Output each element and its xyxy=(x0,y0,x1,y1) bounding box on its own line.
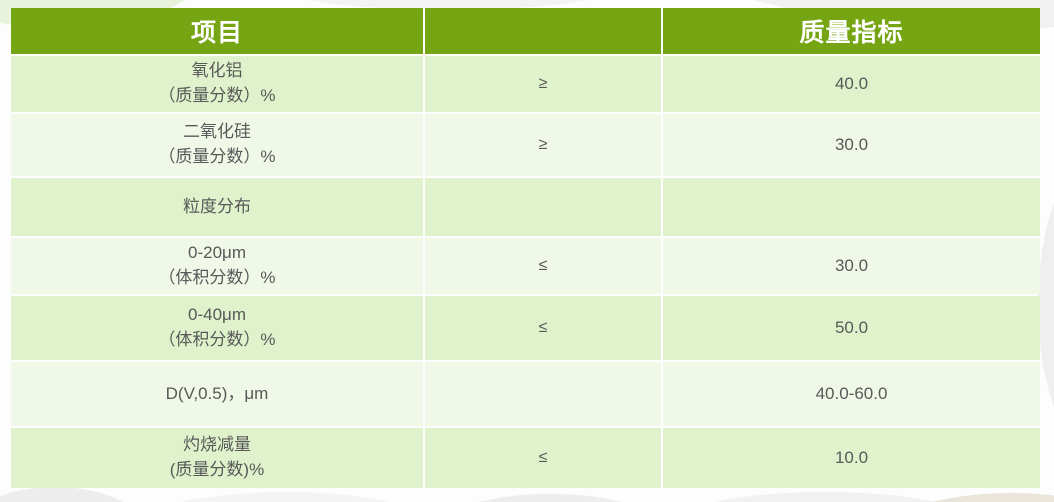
value-cell: 50.0 xyxy=(663,296,1040,360)
column-header-relation xyxy=(425,8,661,54)
table-header-row: 项目 质量指标 xyxy=(11,8,1040,54)
item-name: 氧化铝 xyxy=(191,61,243,81)
relation-cell: ≤ xyxy=(425,296,661,360)
quality-spec-table: 项目 质量指标 氧化铝 （质量分数）% ≥ 40.0 二氧化硅 （质量分数）% … xyxy=(9,6,1042,490)
relation-cell: ≥ xyxy=(425,56,661,112)
table-row-0-20um: 0-20μm （体积分数）% ≤ 30.0 xyxy=(11,238,1040,294)
item-qualifier: （体积分数）% xyxy=(158,268,276,287)
item-name: 0-40μm xyxy=(188,305,246,325)
relation-cell: ≤ xyxy=(425,238,661,294)
table-row-dv05: D(V,0.5)，μm 40.0-60.0 xyxy=(11,362,1040,426)
item-name: 二氧化硅 xyxy=(183,122,251,142)
value-cell: 30.0 xyxy=(663,114,1040,176)
decor-circle-bottom-1 xyxy=(128,492,443,502)
item-name: D(V,0.5)，μm xyxy=(165,383,269,403)
table-row-particle-size-distribution: 粒度分布 xyxy=(11,178,1040,236)
item-name: 灼烧减量 xyxy=(183,435,251,455)
value-cell: 30.0 xyxy=(663,238,1040,294)
item-name: 粒度分布 xyxy=(183,196,251,216)
item-cell: 0-40μm （体积分数）% xyxy=(11,296,423,360)
value-cell xyxy=(663,178,1040,236)
item-cell: 粒度分布 xyxy=(11,178,423,236)
decor-circle-bottom-beige xyxy=(878,493,1054,502)
item-name: 0-20μm xyxy=(188,243,246,263)
item-cell: D(V,0.5)，μm xyxy=(11,362,423,426)
relation-cell xyxy=(425,178,661,236)
column-header-item: 项目 xyxy=(11,8,423,54)
table-row-silica: 二氧化硅 （质量分数）% ≥ 30.0 xyxy=(11,114,1040,176)
table-row-alumina: 氧化铝 （质量分数）% ≥ 40.0 xyxy=(11,56,1040,112)
item-qualifier: （质量分数）% xyxy=(158,86,276,105)
item-cell: 0-20μm （体积分数）% xyxy=(11,238,423,294)
item-qualifier: （质量分数）% xyxy=(158,147,276,166)
table-row-0-40um: 0-40μm （体积分数）% ≤ 50.0 xyxy=(11,296,1040,360)
table-row-loss-on-ignition: 灼烧减量 (质量分数)% ≤ 10.0 xyxy=(11,428,1040,488)
relation-cell xyxy=(425,362,661,426)
value-cell: 40.0 xyxy=(663,56,1040,112)
decor-circle-top-middle xyxy=(278,0,618,10)
item-cell: 灼烧减量 (质量分数)% xyxy=(11,428,423,488)
decor-circle-bottom-3 xyxy=(658,492,993,502)
value-cell: 40.0-60.0 xyxy=(663,362,1040,426)
value-cell: 10.0 xyxy=(663,428,1040,488)
item-cell: 氧化铝 （质量分数）% xyxy=(11,56,423,112)
item-cell: 二氧化硅 （质量分数）% xyxy=(11,114,423,176)
column-header-quality-index: 质量指标 xyxy=(663,8,1040,54)
item-qualifier: （体积分数）% xyxy=(158,330,276,349)
decor-circle-bottom-2 xyxy=(438,494,663,502)
relation-cell: ≥ xyxy=(425,114,661,176)
relation-cell: ≤ xyxy=(425,428,661,488)
item-qualifier: (质量分数)% xyxy=(169,460,265,479)
